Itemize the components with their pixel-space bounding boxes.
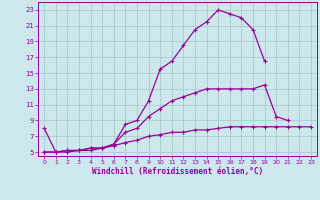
X-axis label: Windchill (Refroidissement éolien,°C): Windchill (Refroidissement éolien,°C) (92, 167, 263, 176)
